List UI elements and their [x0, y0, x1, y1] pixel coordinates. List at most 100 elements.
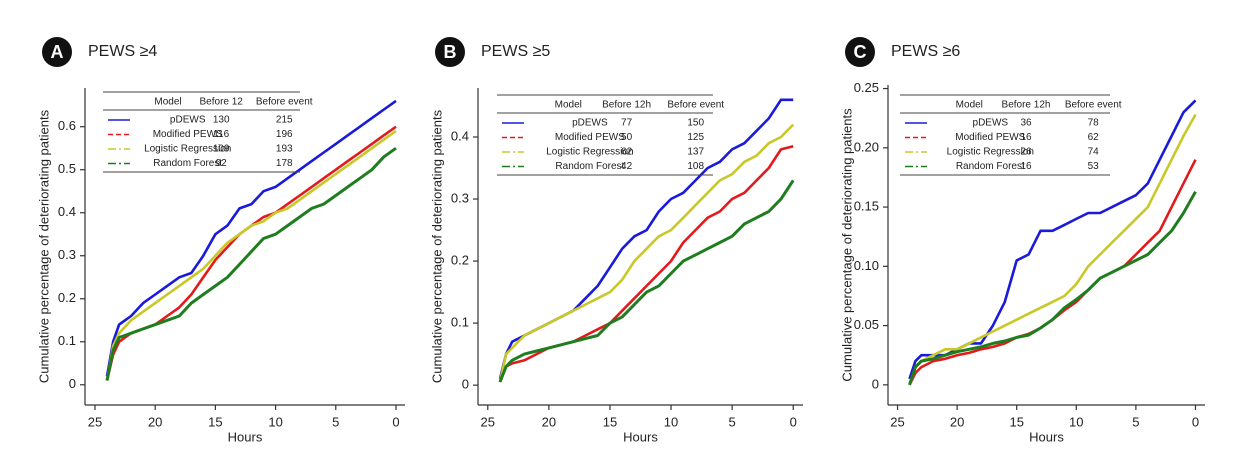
legend-label: Random Forest — [153, 158, 222, 169]
y-tick-label: 0.4 — [451, 128, 469, 143]
y-tick-label: 0.3 — [451, 190, 469, 205]
series-line — [105, 129, 397, 381]
legend-count: 16 — [1020, 132, 1032, 143]
x-tick-label: 15 — [208, 414, 222, 429]
x-tick-label: 5 — [332, 414, 339, 429]
legend-count: 150 — [687, 118, 704, 129]
y-tick-label: 0.2 — [451, 253, 469, 268]
y-tick-label: 0.5 — [58, 161, 76, 176]
legend-header: Before 12h — [602, 100, 651, 111]
legend-label: Logistic Regression — [144, 144, 231, 155]
legend-count: 62 — [1088, 132, 1100, 143]
legend-label: pDEWS — [572, 118, 608, 129]
y-tick-label: 0.05 — [854, 317, 879, 332]
series-line — [498, 98, 794, 380]
legend-header: Model — [555, 100, 582, 111]
y-tick-label: 0.1 — [451, 315, 469, 330]
legend-header: Before 12h — [1002, 100, 1051, 111]
legend-label: Modified PEWS — [555, 132, 625, 143]
legend-count: 109 — [213, 144, 230, 155]
legend-count: 77 — [621, 118, 633, 129]
x-tick-label: 0 — [790, 414, 797, 429]
legend-label: Modified PEWS — [955, 132, 1025, 143]
legend-label: Modified PEWS — [153, 129, 223, 140]
x-tick-label: 10 — [664, 414, 678, 429]
x-tick-label: 5 — [729, 414, 736, 429]
panel-letter: B — [444, 42, 457, 62]
y-tick-label: 0.4 — [58, 204, 76, 219]
x-tick-label: 0 — [392, 414, 399, 429]
panel-letter: C — [854, 42, 867, 62]
y-tick-label: 0.2 — [58, 290, 76, 305]
series-line — [498, 179, 795, 383]
legend-count: 26 — [1020, 147, 1032, 158]
legend-header: Before event — [667, 100, 724, 111]
y-tick-label: 0 — [69, 376, 76, 391]
series-line — [498, 123, 795, 383]
y-tick-label: 0 — [872, 376, 879, 391]
x-tick-label: 10 — [268, 414, 282, 429]
x-tick-label: 15 — [1009, 414, 1023, 429]
x-tick-label: 25 — [88, 414, 102, 429]
y-tick-label: 0.3 — [58, 247, 76, 262]
legend-header: Before 12 — [200, 97, 244, 108]
x-axis-label: Hours — [228, 429, 263, 444]
x-axis-label: Hours — [623, 429, 658, 444]
legend-count: 137 — [687, 147, 704, 158]
y-tick-label: 0.15 — [854, 199, 879, 214]
y-tick-label: 0.25 — [854, 80, 879, 95]
legend-label: Logistic Regression — [947, 147, 1034, 158]
panel-badge — [42, 37, 72, 67]
panel-badge — [845, 37, 875, 67]
y-tick-label: 0 — [462, 377, 469, 392]
series-line — [908, 113, 1197, 386]
legend-label: pDEWS — [170, 115, 206, 126]
legend-count: 178 — [276, 158, 293, 169]
x-tick-label: 25 — [481, 414, 495, 429]
y-axis-label: Cumulative percentage of deteriorating p… — [839, 108, 854, 382]
x-axis-label: Hours — [1029, 429, 1064, 444]
legend-count: 53 — [1088, 161, 1100, 172]
x-tick-label: 10 — [1069, 414, 1083, 429]
legend-count: 130 — [213, 115, 230, 126]
legend-header: Before event — [256, 97, 313, 108]
legend-label: Random Forest — [956, 161, 1025, 172]
legend-count: 108 — [687, 161, 704, 172]
legend-label: Logistic Regression — [546, 147, 633, 158]
legend-count: 215 — [276, 115, 293, 126]
y-tick-label: 0.6 — [58, 118, 76, 133]
y-axis-label: Cumulative percentage of deteriorating p… — [429, 109, 444, 383]
legend-header: Model — [154, 97, 181, 108]
series-line — [498, 145, 794, 383]
legend-header: Model — [956, 100, 983, 111]
legend-count: 16 — [1020, 161, 1032, 172]
series-line — [908, 190, 1197, 386]
x-tick-label: 20 — [542, 414, 556, 429]
y-axis-label: Cumulative percentage of deteriorating p… — [36, 109, 51, 383]
y-tick-label: 0.10 — [854, 258, 879, 273]
x-tick-label: 5 — [1132, 414, 1139, 429]
x-tick-label: 0 — [1192, 414, 1199, 429]
legend-count: 196 — [276, 129, 293, 140]
legend-count: 36 — [1020, 118, 1032, 129]
legend-count: 50 — [621, 132, 633, 143]
y-tick-label: 0.20 — [854, 139, 879, 154]
legend-label: pDEWS — [973, 118, 1009, 129]
panel-title: PEWS ≥6 — [891, 43, 960, 60]
legend-count: 74 — [1088, 147, 1100, 158]
y-tick-label: 0.1 — [58, 333, 76, 348]
legend-count: 116 — [213, 129, 229, 140]
series-line — [105, 146, 397, 381]
legend-count: 42 — [621, 161, 633, 172]
panel-title: PEWS ≥4 — [88, 43, 157, 60]
legend-count: 125 — [687, 132, 704, 143]
x-tick-label: 20 — [148, 414, 162, 429]
x-tick-label: 25 — [890, 414, 904, 429]
legend-label: Random Forest — [555, 161, 624, 172]
legend-count: 78 — [1088, 118, 1100, 129]
x-tick-label: 15 — [603, 414, 617, 429]
legend-count: 62 — [621, 147, 633, 158]
series-line — [105, 99, 397, 377]
legend-count: 92 — [216, 158, 228, 169]
